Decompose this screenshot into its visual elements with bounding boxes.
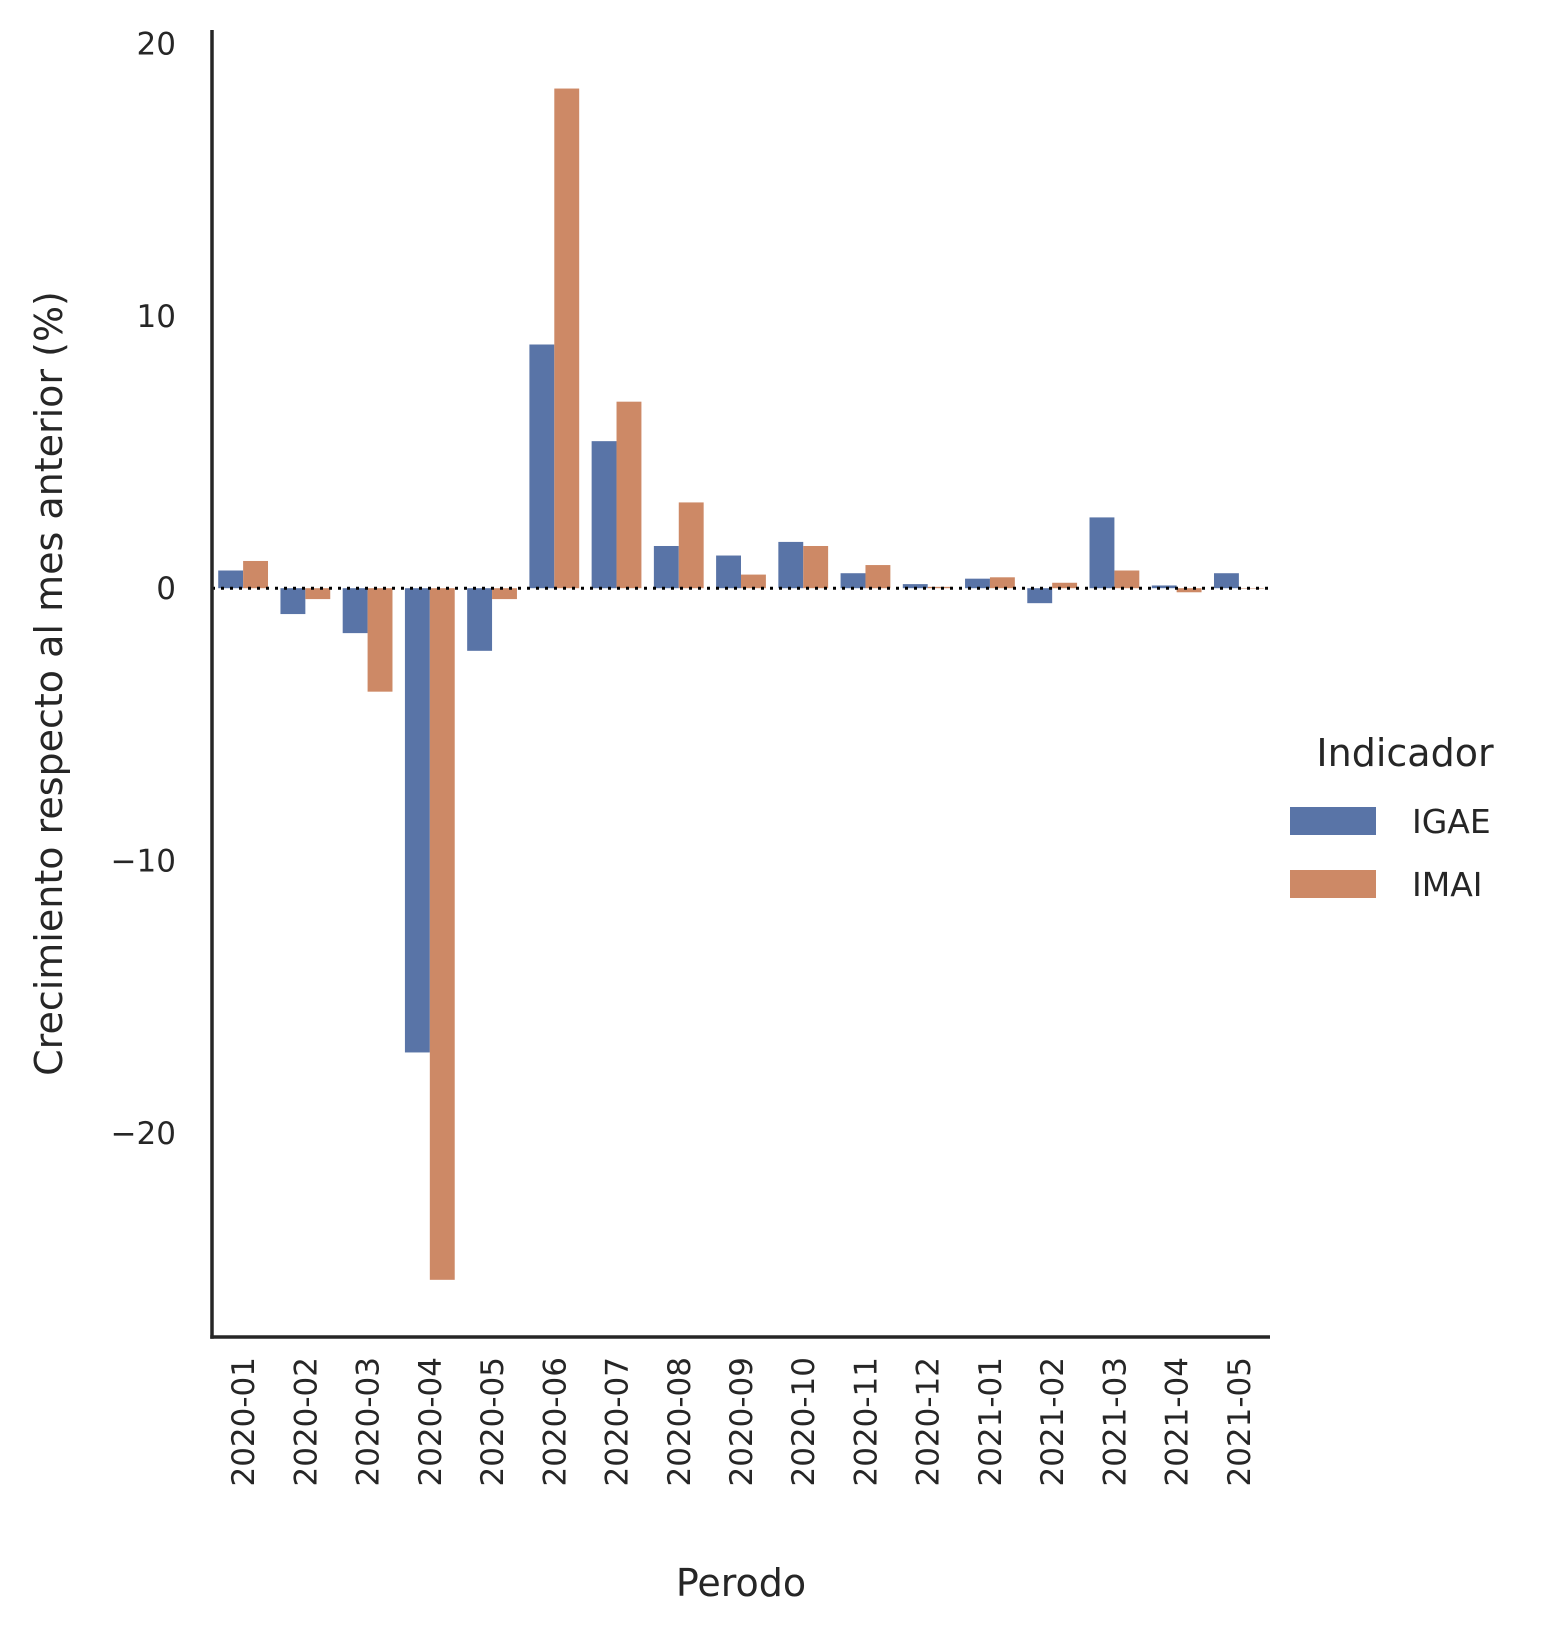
legend-title: Indicador [1316, 731, 1494, 775]
bar-igae-2021-03 [1089, 517, 1115, 589]
y-tick-label: 0 [156, 571, 176, 607]
x-tick-label: 2021-04 [1160, 1357, 1196, 1487]
x-tick-label: 2020-10 [786, 1357, 822, 1487]
bar-imai-2020-09 [741, 574, 766, 589]
y-tick-label: −10 [111, 843, 176, 879]
bar-imai-2020-05 [492, 588, 517, 600]
bar-igae-2020-06 [529, 344, 555, 589]
x-tick-labels: 2020-01 2020-02 2020-03 2020-04 2020-05 2020-… [226, 1357, 1258, 1487]
y-tick-label: −20 [111, 1116, 176, 1152]
bar-igae-2020-04 [404, 588, 430, 1053]
legend: Indicador IGAE IMAI [1290, 731, 1494, 904]
bar-igae-2020-10 [778, 541, 804, 589]
bar-igae-2020-09 [716, 555, 741, 589]
x-tick-label: 2020-03 [351, 1357, 387, 1487]
bars-group [218, 88, 1264, 1280]
x-tick-label: 2020-02 [288, 1357, 324, 1487]
legend-label-imai: IMAI [1412, 865, 1483, 904]
bar-igae-2020-02 [280, 588, 306, 615]
y-axis-label: Crecimiento respecto al mes anterior (%) [27, 291, 71, 1076]
bar-imai-2020-07 [616, 401, 642, 589]
x-tick-label: 2021-02 [1035, 1357, 1071, 1487]
y-tick-labels: 20 10 0 −10 −20 [111, 27, 176, 1152]
x-tick-label: 2020-07 [600, 1357, 636, 1487]
x-tick-label: 2020-12 [911, 1357, 947, 1487]
legend-swatch-igae [1290, 807, 1376, 835]
bar-igae-2021-05 [1213, 573, 1239, 589]
bar-imai-2020-01 [243, 560, 269, 589]
bar-imai-2021-05 [1238, 588, 1264, 589]
x-tick-label: 2020-11 [848, 1357, 884, 1487]
x-tick-label: 2020-04 [413, 1357, 449, 1487]
bar-imai-2020-10 [803, 545, 829, 589]
bar-igae-2020-08 [653, 545, 679, 589]
bar-imai-2020-06 [554, 88, 580, 589]
x-axis-label: Perodo [676, 1561, 806, 1605]
x-tick-label: 2021-03 [1097, 1357, 1133, 1487]
x-tick-label: 2020-09 [724, 1357, 760, 1487]
bar-imai-2020-04 [429, 588, 455, 1280]
bar-igae-2020-03 [342, 588, 368, 634]
bar-igae-2021-01 [965, 578, 990, 589]
bar-imai-2020-08 [678, 502, 704, 589]
bar-imai-2021-04 [1176, 588, 1202, 593]
bar-imai-2020-12 [927, 586, 953, 589]
x-tick-label: 2021-01 [973, 1357, 1009, 1487]
bar-igae-2021-02 [1027, 588, 1053, 604]
x-tick-label: 2021-05 [1222, 1357, 1258, 1487]
x-tick-label: 2020-05 [475, 1357, 511, 1487]
bar-igae-2020-11 [840, 573, 866, 589]
x-tick-label: 2020-06 [537, 1357, 573, 1487]
bar-imai-2020-03 [367, 588, 393, 692]
bar-igae-2020-05 [467, 588, 493, 651]
bar-imai-2021-03 [1114, 570, 1140, 589]
legend-label-igae: IGAE [1412, 802, 1491, 841]
x-tick-label: 2020-01 [226, 1357, 262, 1487]
bar-imai-2021-02 [1052, 582, 1078, 589]
bar-imai-2021-01 [989, 577, 1015, 589]
y-tick-label: 10 [137, 299, 176, 335]
bar-igae-2021-04 [1151, 585, 1177, 589]
bar-imai-2020-02 [305, 588, 331, 600]
bar-imai-2020-11 [865, 565, 891, 589]
bar-igae-2020-12 [902, 584, 928, 589]
legend-swatch-imai [1290, 870, 1376, 898]
bar-igae-2020-01 [218, 570, 244, 589]
y-tick-label: 20 [137, 27, 176, 63]
x-tick-label: 2020-08 [662, 1357, 698, 1487]
bar-igae-2020-07 [591, 441, 617, 589]
